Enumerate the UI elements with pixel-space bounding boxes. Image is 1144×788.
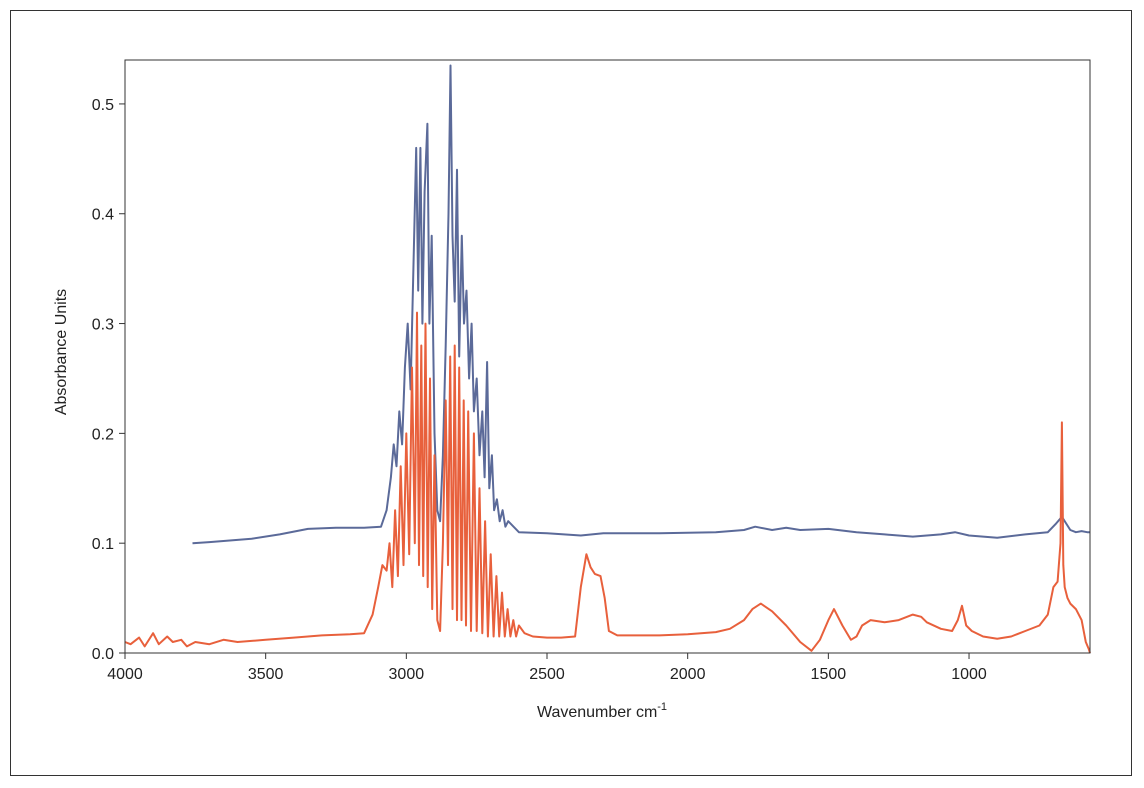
x-tick-label: 1000 xyxy=(951,666,987,683)
y-axis-title: Absorbance Units xyxy=(53,289,70,415)
series-line-1 xyxy=(192,64,1090,545)
x-tick-label: 2000 xyxy=(670,666,706,683)
y-tick-label: 0.2 xyxy=(92,426,114,443)
series-layer xyxy=(124,64,1091,654)
y-tick-label: 0.0 xyxy=(92,646,114,663)
x-axis: 4000 3500 3000 2500 2000 1500 1000 xyxy=(107,653,987,683)
y-tick-label: 0.3 xyxy=(92,317,114,334)
x-tick-label: 1500 xyxy=(811,666,847,683)
y-tick-label: 0.1 xyxy=(92,536,114,553)
figure-frame xyxy=(10,10,1132,776)
y-axis: 0.0 0.1 0.2 0.3 0.4 0.5 xyxy=(92,97,125,663)
x-axis-title-superscript: -1 xyxy=(657,701,667,713)
x-tick-label: 2500 xyxy=(529,666,565,683)
x-tick-label: 3500 xyxy=(248,666,284,683)
y-tick-label: 0.4 xyxy=(92,207,114,224)
x-tick-label: 4000 xyxy=(107,666,143,683)
plot-area xyxy=(124,59,1091,654)
x-tick-label: 3000 xyxy=(389,666,425,683)
series-line-2 xyxy=(124,311,1091,654)
x-axis-title: Wavenumber cm-1 xyxy=(537,701,667,721)
y-tick-label: 0.5 xyxy=(92,97,114,114)
